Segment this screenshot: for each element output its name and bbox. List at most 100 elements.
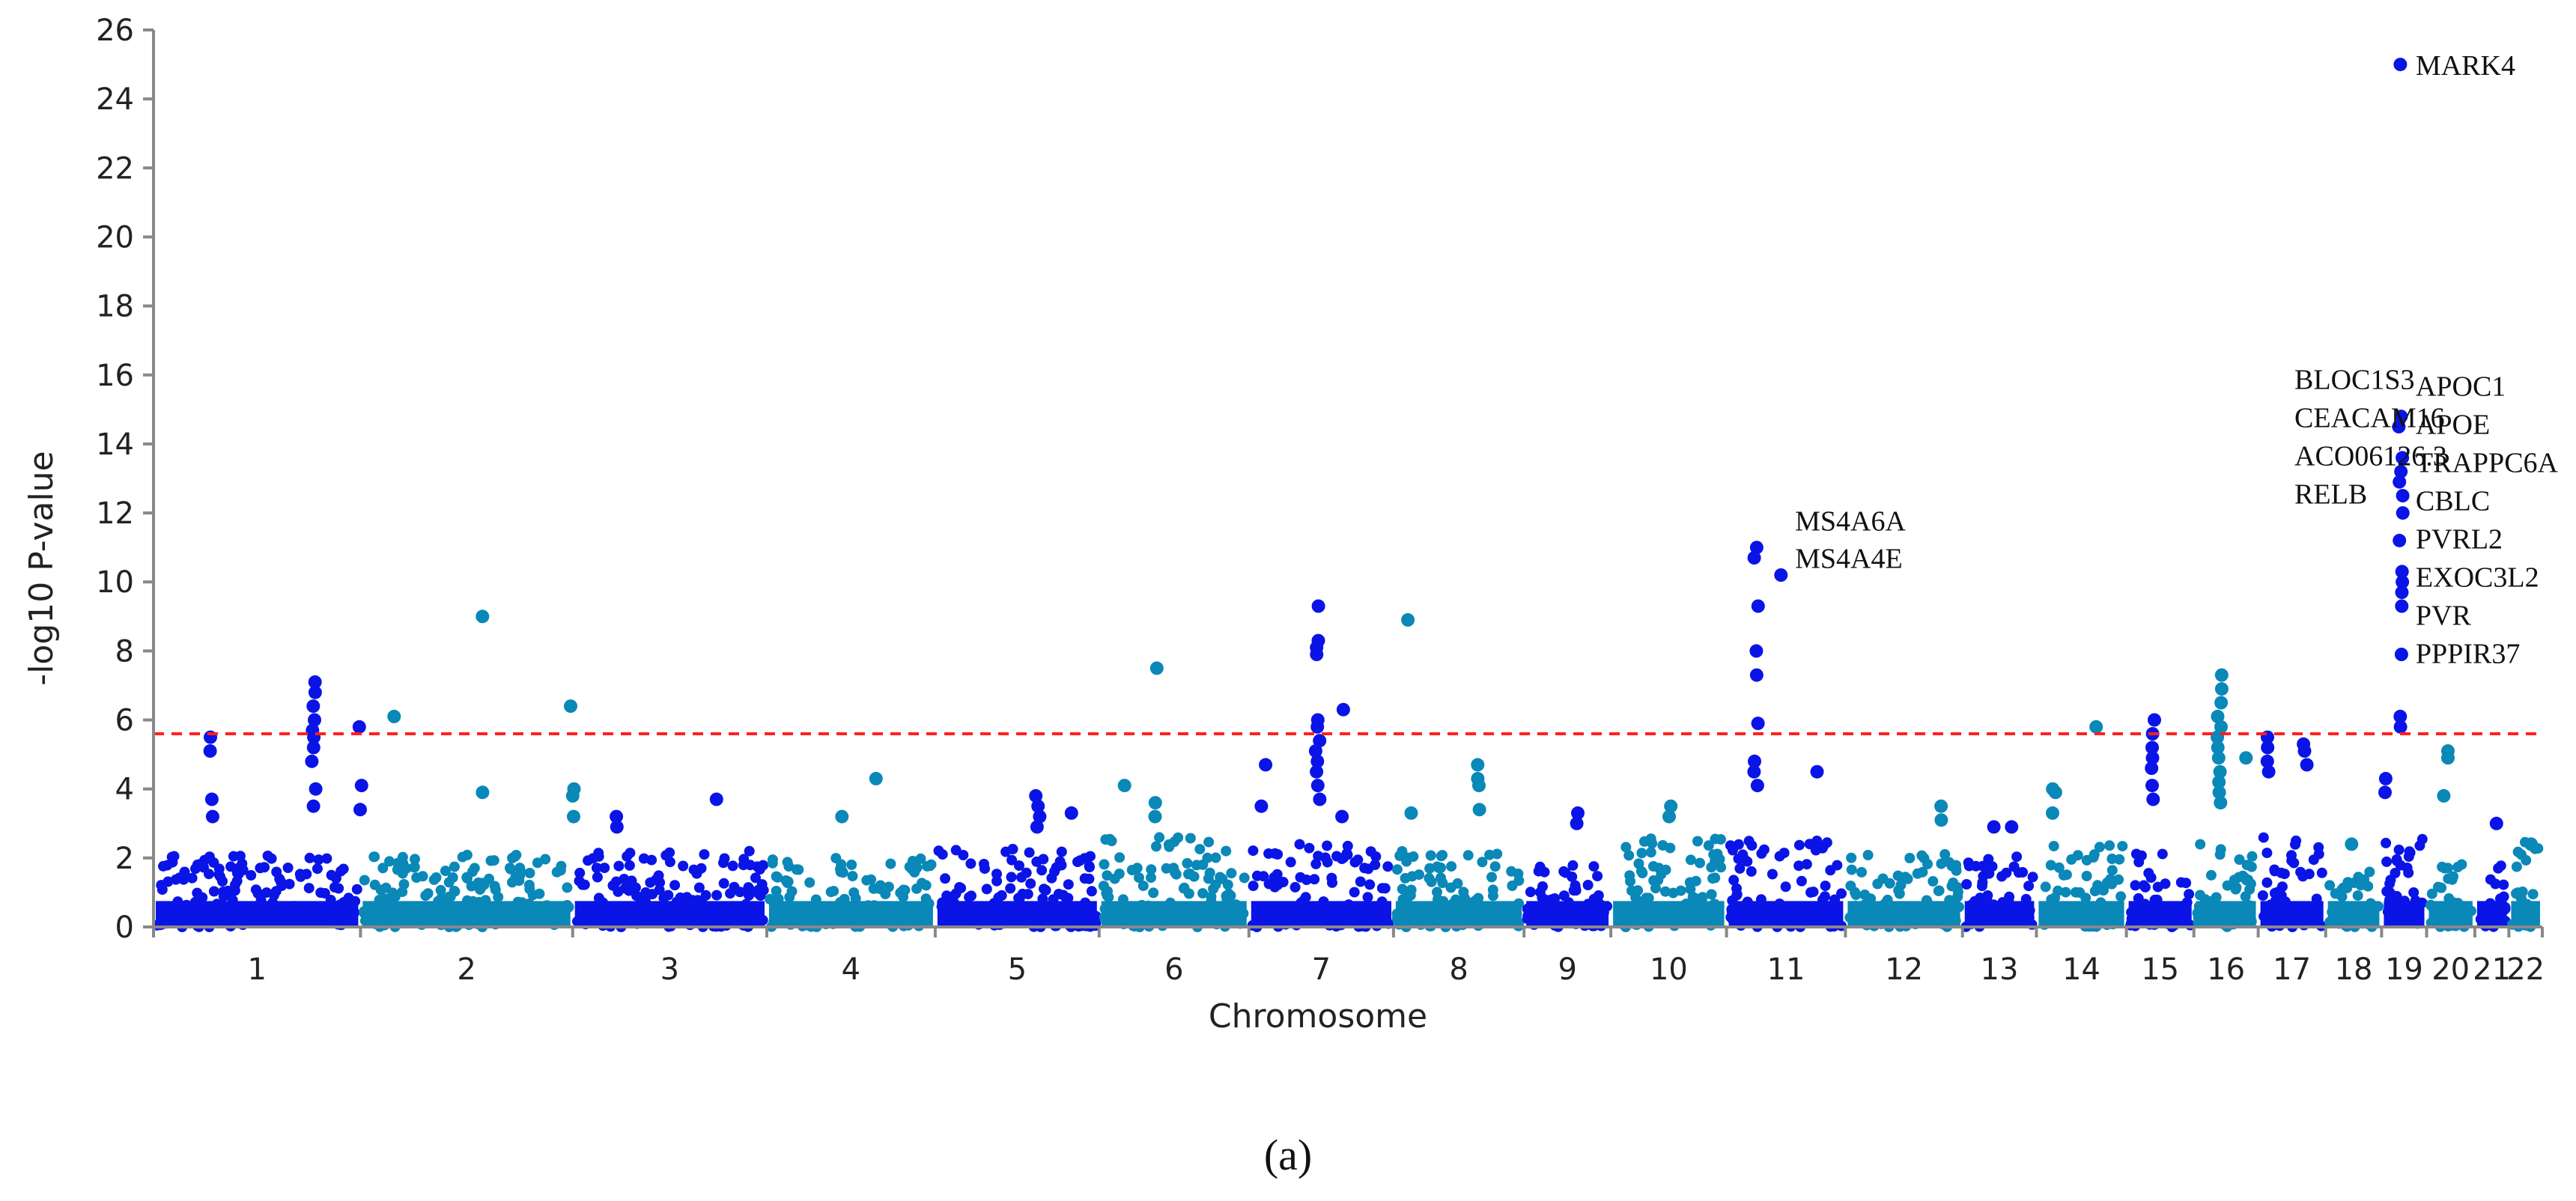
snp-point <box>1648 861 1659 872</box>
snp-peak-point <box>1254 799 1269 813</box>
snp-point <box>2195 839 2206 850</box>
snp-point <box>1904 853 1916 863</box>
snp-point <box>1014 860 1024 872</box>
snp-peak-point <box>2396 451 2410 465</box>
y-tick-label: 2 <box>115 842 134 876</box>
snp-point <box>507 877 517 888</box>
snp-point <box>2181 878 2192 889</box>
snp-point <box>1405 890 1416 901</box>
snp-peak-point <box>2396 489 2410 502</box>
snp-point <box>793 864 804 875</box>
snp-point <box>1473 893 1484 904</box>
snp-point <box>1446 861 1457 872</box>
snp-point <box>2515 849 2527 860</box>
snp-dense-band <box>2511 901 2540 927</box>
snp-point <box>1445 882 1456 893</box>
snp-point <box>696 863 707 874</box>
snp-peak-point <box>2393 709 2408 723</box>
snp-point <box>1049 866 1060 877</box>
snp-point <box>1963 860 1975 872</box>
snp-point <box>1635 866 1647 877</box>
snp-point <box>1582 880 1594 890</box>
snp-point <box>958 850 969 860</box>
snp-point <box>2288 857 2300 869</box>
snp-point <box>1624 870 1635 881</box>
snp-peak-point <box>1404 806 1418 820</box>
gene-label: BLOC1S3 <box>2294 364 2414 395</box>
snp-point <box>1645 833 1656 845</box>
snp-point <box>420 890 431 901</box>
snp-point <box>1099 859 1110 870</box>
snp-peak-point <box>1310 754 1325 768</box>
snp-point <box>1643 893 1654 904</box>
snp-point <box>1567 860 1579 871</box>
snp-point <box>186 872 198 884</box>
snp-point <box>532 857 543 869</box>
snp-peak-point <box>835 809 849 824</box>
snp-peak-point <box>2394 648 2408 661</box>
snp-point <box>2027 872 2038 883</box>
gene-label: PVR <box>2416 600 2472 632</box>
snp-point <box>758 860 768 871</box>
snp-point <box>2352 890 2363 901</box>
snp-point <box>1489 861 1501 872</box>
snp-peak-point <box>2213 764 2227 779</box>
snp-point <box>1137 881 1149 892</box>
snp-point <box>1154 832 1165 843</box>
snp-point <box>772 872 783 883</box>
snp-point <box>2303 869 2315 880</box>
snp-point <box>2269 866 2280 877</box>
snp-point <box>1322 840 1333 851</box>
gene-label: MS4A6A <box>1795 505 1906 537</box>
snp-point <box>2342 877 2354 888</box>
x-tick-label-chr16: 16 <box>2207 952 2245 987</box>
snp-dense-band <box>1526 901 1609 927</box>
snp-point <box>1248 881 1259 892</box>
snp-point <box>469 863 480 874</box>
snp-point <box>304 852 315 863</box>
snp-peak-point <box>1471 758 1485 772</box>
snp-point <box>1310 858 1322 869</box>
snp-peak-point <box>2394 410 2408 424</box>
snp-point <box>1806 839 1817 850</box>
x-tick-label-chr20: 20 <box>2431 952 2470 987</box>
snp-point <box>1856 866 1867 878</box>
snp-point <box>1706 862 1717 873</box>
snp-point <box>158 860 168 872</box>
data-points <box>151 58 2544 932</box>
snp-peak-point <box>2214 696 2229 710</box>
snp-point <box>1208 884 1219 895</box>
snp-point <box>1146 864 1157 875</box>
snp-point <box>2157 848 2168 860</box>
y-tick-label: 4 <box>115 773 134 807</box>
snp-point <box>1188 871 1200 882</box>
snp-point <box>1025 878 1036 890</box>
snp-point <box>1424 872 1435 884</box>
snp-point <box>1458 887 1469 898</box>
snp-point <box>646 854 657 866</box>
snp-point <box>1063 879 1074 890</box>
snp-point <box>1362 892 1373 903</box>
snp-point <box>941 890 953 901</box>
snp-point <box>1692 836 1703 847</box>
snp-point <box>1690 875 1701 887</box>
snp-point <box>744 845 755 857</box>
snp-point <box>1210 852 1221 863</box>
snp-peak-point <box>308 685 322 699</box>
snp-point <box>1355 876 1366 887</box>
snp-point <box>2258 832 2269 843</box>
snp-peak-point <box>2393 58 2408 72</box>
x-tick-label-chr8: 8 <box>1449 952 1468 987</box>
snp-point <box>384 856 395 867</box>
snp-point <box>846 860 857 870</box>
snp-point <box>208 886 219 897</box>
snp-point <box>574 867 586 878</box>
snp-dense-band <box>1613 901 1725 927</box>
x-tick-label-chr19: 19 <box>2385 952 2423 987</box>
snp-point <box>1364 879 1376 890</box>
snp-point <box>392 857 404 869</box>
snp-point <box>1660 864 1671 875</box>
snp-point <box>313 854 324 866</box>
